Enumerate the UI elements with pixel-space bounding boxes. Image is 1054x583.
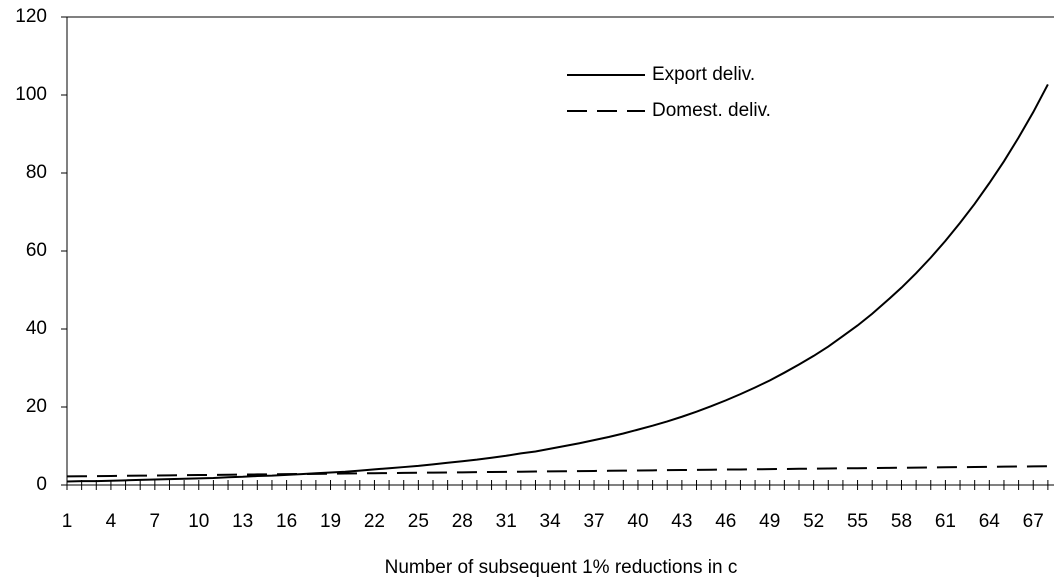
x-tick-label: 25 (408, 511, 429, 532)
y-tick-label: 60 (26, 240, 47, 261)
x-tick-label: 10 (188, 511, 209, 532)
x-tick-label: 46 (715, 511, 736, 532)
x-tick-label: 64 (979, 511, 1001, 532)
x-tick-label: 19 (320, 511, 341, 532)
y-tick-label: 20 (26, 396, 47, 417)
x-tick-label: 49 (759, 511, 780, 532)
x-tick-label: 1 (62, 511, 73, 532)
y-tick-label: 120 (15, 6, 47, 27)
y-tick-label: 80 (26, 162, 47, 183)
x-tick-label: 22 (364, 511, 385, 532)
x-tick-label: 55 (847, 511, 868, 532)
x-tick-label: 40 (627, 511, 648, 532)
x-tick-label: 28 (452, 511, 473, 532)
x-tick-label: 4 (106, 511, 117, 532)
x-tick-label: 43 (671, 511, 692, 532)
x-tick-label: 34 (540, 511, 562, 532)
y-tick-label: 40 (26, 318, 47, 339)
legend-label: Domest. deliv. (652, 100, 771, 121)
x-tick-label: 37 (583, 511, 604, 532)
x-tick-label: 7 (150, 511, 161, 532)
x-tick-label: 31 (496, 511, 517, 532)
x-tick-label: 67 (1023, 511, 1044, 532)
x-tick-label: 13 (232, 511, 253, 532)
series-line (66, 465, 1048, 478)
x-tick-label: 16 (276, 511, 297, 532)
x-tick-label: 52 (803, 511, 824, 532)
series-line (66, 84, 1049, 483)
x-axis-label: Number of subsequent 1% reductions in c (385, 557, 738, 578)
y-tick-label: 0 (36, 474, 47, 495)
x-tick-label: 58 (891, 511, 912, 532)
legend-label: Export deliv. (652, 64, 755, 85)
x-tick-label: 61 (935, 511, 956, 532)
y-tick-label: 100 (15, 84, 47, 105)
